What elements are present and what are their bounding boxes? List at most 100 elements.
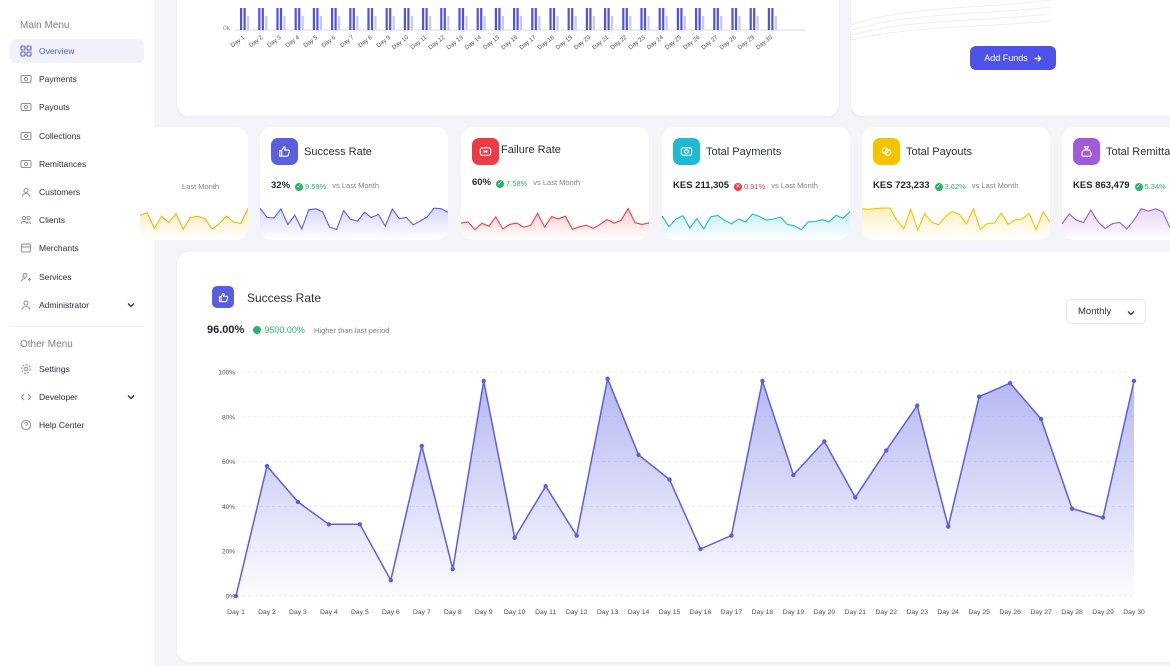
sidebar-item-remittances[interactable]: Remittances: [10, 152, 144, 176]
bar: [607, 8, 610, 30]
x-tick-label: Day 24: [937, 609, 959, 616]
bar: [698, 8, 701, 30]
bar: [258, 8, 261, 30]
sidebar-item-label: Customers: [39, 187, 81, 197]
check-icon: ✓: [934, 182, 943, 191]
x-tick-label: Day 18: [537, 34, 556, 51]
x-tick-label: Day 12: [566, 609, 588, 616]
stat-vs: vs Last Month: [332, 181, 379, 190]
x-tick-label: Day 5: [351, 609, 369, 616]
bar: [385, 8, 388, 30]
add-funds-button[interactable]: Add Funds: [970, 46, 1056, 70]
stat-value: 32%: [271, 180, 291, 191]
stat-card-total-remittances: Total Remittances KES 863,479 ✓5.34%: [1062, 127, 1170, 240]
sidebar-item-overview[interactable]: Overview: [10, 39, 144, 63]
x-tick-label: Day 15: [482, 34, 501, 51]
y-tick-label: 0%: [226, 594, 236, 601]
stat-card-total-payments: Total Payments KES 211,305 ✕ 0.91% vs Last …: [662, 127, 850, 240]
x-tick-label: Day 13: [446, 34, 465, 51]
bar: [447, 16, 450, 30]
success-rate-summary: 96.00% 9500.00% Higher than last period: [207, 324, 389, 336]
bar: [753, 8, 756, 30]
bar: [276, 8, 279, 30]
bar: [658, 8, 661, 30]
bar: [683, 16, 686, 30]
bar: [279, 8, 283, 30]
bar: [458, 8, 461, 30]
x-tick-label: Day 27: [701, 34, 720, 51]
data-point: [357, 522, 363, 527]
stat-card-partial: Last Month: [140, 127, 248, 240]
x-tick-label: Day 1: [230, 34, 247, 49]
bar: [501, 16, 504, 30]
sidebar-item-clients[interactable]: Clients: [10, 208, 144, 232]
bar: [629, 16, 632, 30]
stat-value: KES 863,479: [1073, 180, 1130, 191]
sidebar-item-customers[interactable]: Customers: [10, 180, 144, 204]
sidebar-item-developer[interactable]: Developer: [10, 385, 144, 409]
bar: [410, 16, 413, 30]
sidebar-item-label: Payouts: [39, 102, 70, 112]
chevron-down-icon: [1127, 311, 1135, 316]
stat-delta: 3.62%: [944, 182, 966, 191]
sidebar-item-payouts[interactable]: Payouts: [10, 95, 144, 119]
data-point: [791, 472, 796, 478]
x-tick-label: Day 3: [267, 34, 284, 49]
sidebar-item-services[interactable]: Services: [10, 265, 144, 289]
data-point: [295, 499, 301, 505]
data-point: [667, 477, 672, 482]
sidebar-item-label: Help Center: [39, 420, 85, 430]
sidebar-item-payments[interactable]: Payments: [10, 67, 144, 91]
sparkline: [461, 207, 649, 240]
data-point: [822, 439, 827, 444]
check-icon: ✓: [496, 179, 505, 188]
series-line: [235, 377, 1135, 597]
sparkline: [862, 207, 1050, 240]
bar: [374, 16, 377, 30]
x-tick-label: Day 27: [1030, 609, 1052, 616]
bar: [516, 8, 519, 30]
x-tick-label: Day 29: [737, 34, 756, 51]
arrow-right-icon: [1034, 54, 1042, 62]
bar: [574, 16, 577, 30]
period-select[interactable]: Monthly: [1066, 299, 1146, 324]
stat-delta: 0.91%: [744, 182, 766, 191]
failure-icon: [472, 138, 499, 165]
collections-icon: [20, 130, 32, 142]
bar: [483, 16, 486, 30]
sidebar-item-help-center[interactable]: Help Center: [10, 413, 144, 437]
sidebar-item-collections[interactable]: Collections: [10, 124, 144, 148]
sidebar-item-settings[interactable]: Settings: [10, 357, 144, 381]
help-icon: [20, 419, 32, 431]
data-point: [636, 452, 641, 458]
stat-value: KES 723,233: [873, 180, 930, 191]
bar: [665, 16, 668, 30]
bar: [465, 16, 468, 30]
x-tick-label: Day 17: [721, 609, 743, 616]
x-tick-label: Day 13: [597, 609, 619, 616]
period-select-value: Monthly: [1078, 306, 1112, 317]
x-tick-label: Day 1: [227, 609, 245, 616]
sidebar-item-merchants[interactable]: Merchants: [10, 236, 144, 260]
bar: [695, 8, 698, 30]
x-tick-label: Day 29: [1092, 609, 1114, 616]
stat-title: Total Remittances: [1106, 146, 1170, 158]
sidebar-item-label: Overview: [39, 46, 75, 56]
stat-title: Failure Rate: [501, 144, 561, 156]
bar: [392, 16, 395, 30]
bar: [498, 8, 501, 30]
other-menu-heading: Other Menu: [20, 339, 73, 350]
check-icon: [253, 326, 262, 334]
sidebar-item-label: Services: [39, 272, 72, 282]
sparkline: [1062, 208, 1170, 240]
data-point: [946, 524, 951, 529]
bar: [352, 8, 355, 30]
x-tick-label: Day 18: [752, 609, 774, 616]
sidebar-item-administrator[interactable]: Administrator: [10, 293, 144, 317]
bar: [367, 8, 370, 30]
data-point: [884, 448, 889, 453]
y-tick-label: 80%: [222, 414, 235, 421]
x-tick-label: Day 2: [248, 34, 265, 49]
x-tick-label: Day 21: [845, 609, 867, 616]
remittances-icon: [20, 158, 32, 170]
